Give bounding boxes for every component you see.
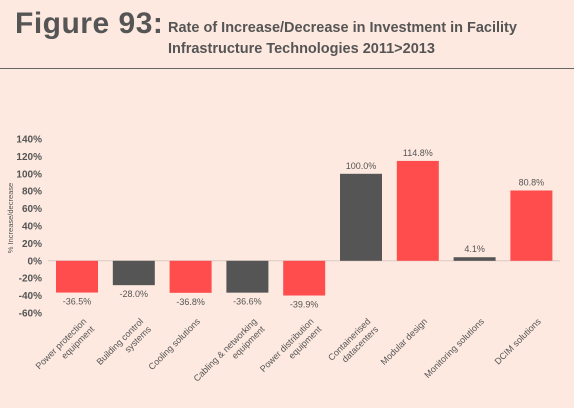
category-label: Containeriseddatacenters xyxy=(326,316,380,370)
data-label: -28.0% xyxy=(120,289,149,299)
figure-title-line-1: Rate of Increase/Decrease in Investment … xyxy=(168,20,517,36)
category-label: DCIM solutions xyxy=(493,316,544,367)
category-label-line: DCIM solutions xyxy=(493,316,544,367)
data-label: 4.1% xyxy=(464,244,485,254)
bar xyxy=(169,260,212,293)
data-label: 80.8% xyxy=(519,178,545,188)
category-label: Building controlsystems xyxy=(95,316,154,375)
category-label: Modular design xyxy=(379,316,430,367)
y-tick-label: 120% xyxy=(16,152,42,163)
data-label: -36.8% xyxy=(176,297,205,307)
category-label: Cabling & networkingequipment xyxy=(192,316,267,391)
category-label-line: Cabling & networking xyxy=(192,316,259,383)
figure-number: Figure 93: xyxy=(15,7,164,40)
data-label: -39.9% xyxy=(290,300,319,310)
category-label-line: Modular design xyxy=(379,316,430,367)
category-label: Power protectionequipment xyxy=(34,316,97,379)
bar xyxy=(56,260,98,293)
data-label: 100.0% xyxy=(346,161,377,171)
y-tick-label: 40% xyxy=(22,222,42,233)
y-tick-label: 20% xyxy=(22,239,42,250)
category-label: Cooling solutions xyxy=(146,316,202,372)
y-tick-label: -20% xyxy=(19,274,42,285)
y-tick-label: 0% xyxy=(28,256,43,267)
title-divider xyxy=(0,68,574,69)
bar xyxy=(453,257,496,261)
bar xyxy=(226,260,269,293)
category-label-line: Cooling solutions xyxy=(146,316,202,372)
category-label-line: Monitoring solutions xyxy=(422,316,486,380)
category-label: Power distributionequipment xyxy=(258,316,324,382)
data-label: 114.8% xyxy=(403,148,433,158)
figure-title: Rate of Increase/Decrease in Investment … xyxy=(168,18,517,60)
y-tick-label: -60% xyxy=(19,309,42,320)
y-tick-label: -40% xyxy=(19,291,42,302)
data-label: -36.5% xyxy=(63,297,92,307)
y-tick-label: 80% xyxy=(22,187,42,198)
bar xyxy=(340,173,382,261)
data-label: -36.6% xyxy=(233,297,262,307)
bar xyxy=(510,190,553,261)
bar xyxy=(112,260,155,286)
y-tick-label: 60% xyxy=(22,204,42,215)
bar xyxy=(396,160,439,261)
y-tick-label: 140% xyxy=(16,135,42,146)
y-tick-label: 100% xyxy=(16,169,42,180)
bar xyxy=(283,260,326,296)
category-label: Monitoring solutions xyxy=(422,316,486,380)
figure-title-line-2: Infrastructure Technologies 2011>2013 xyxy=(168,41,435,57)
y-axis-title: % Increase/decrease xyxy=(6,183,15,253)
